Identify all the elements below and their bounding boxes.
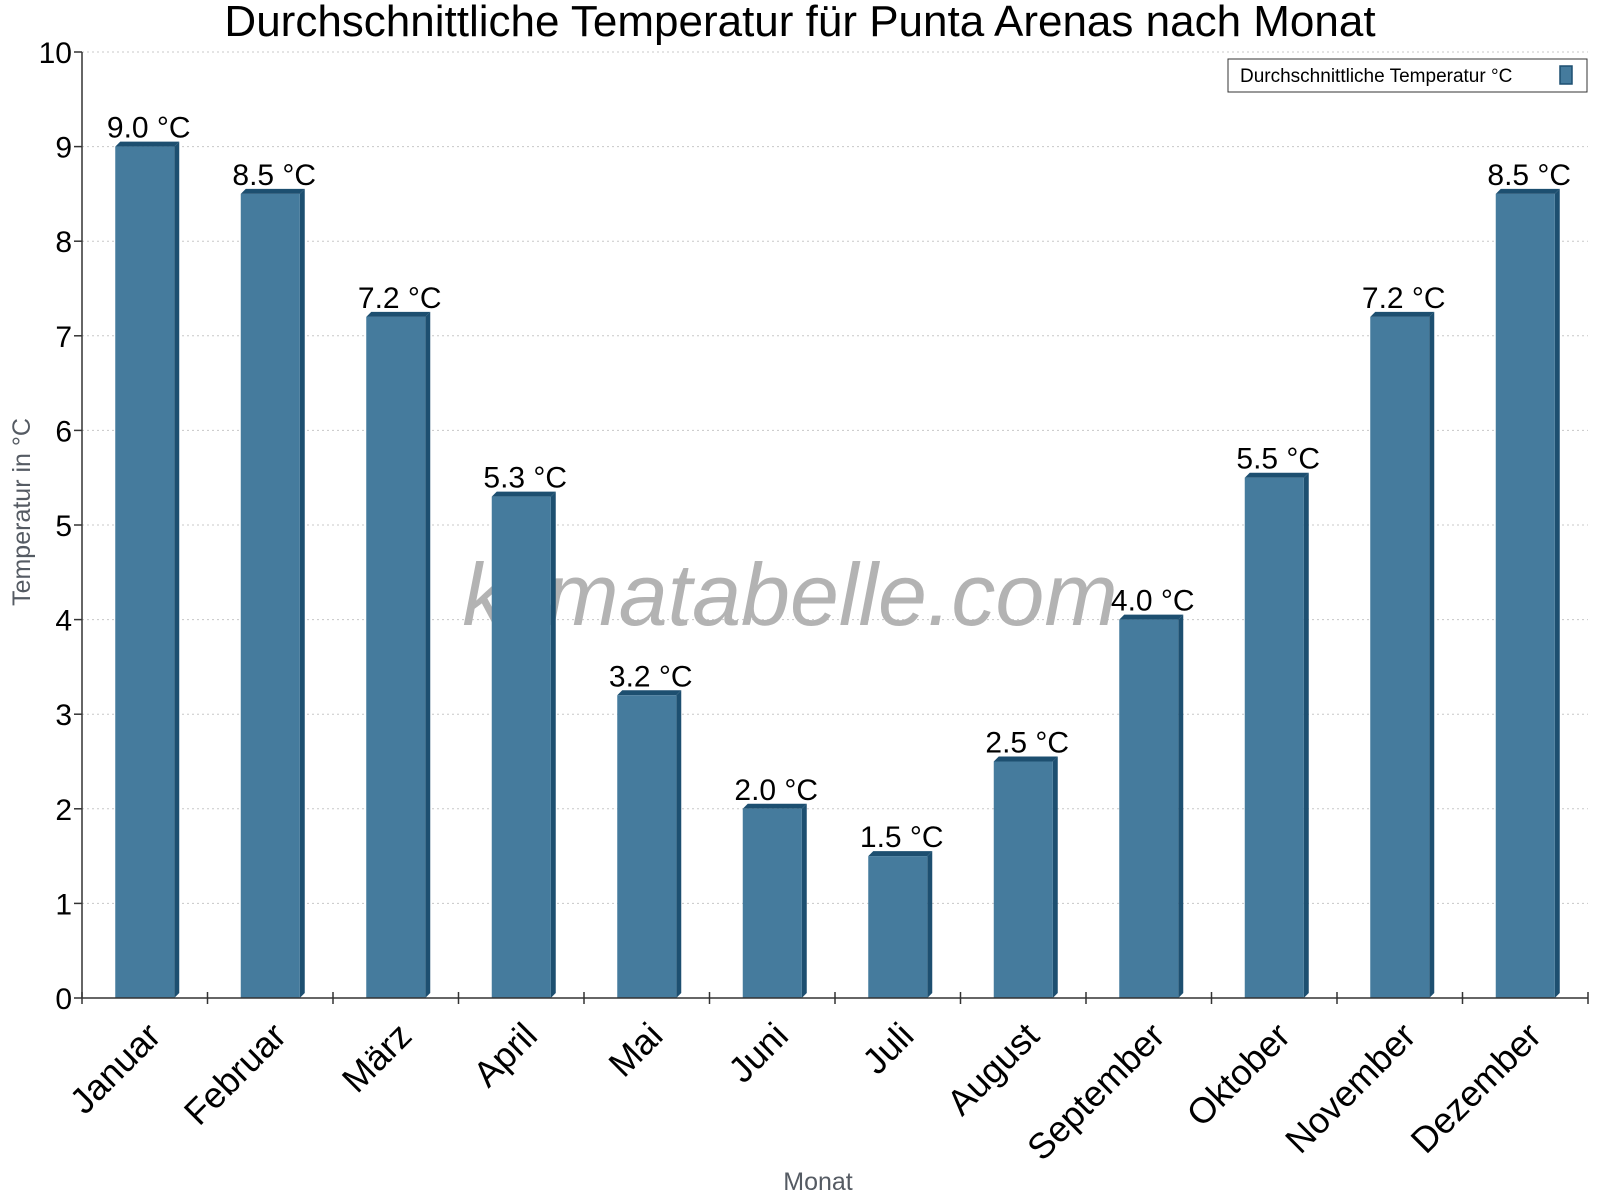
bar-top bbox=[1119, 614, 1184, 620]
bar-value-label: 4.0 °C bbox=[1111, 585, 1195, 618]
bar-face bbox=[868, 856, 928, 998]
bar-side bbox=[1303, 472, 1309, 998]
bar-value-label: 5.3 °C bbox=[483, 462, 567, 495]
bar-februar bbox=[240, 188, 305, 998]
bar-face bbox=[1244, 477, 1304, 998]
bar-value-labels: 9.0 °C 8.5 °C 7.2 °C 5.3 °C 3.2 °C 2.0 °C 1.5 … bbox=[107, 112, 1571, 854]
bar-oktober bbox=[1244, 472, 1309, 998]
bar-value-label: 1.5 °C bbox=[860, 821, 944, 854]
bar-face bbox=[617, 695, 677, 998]
bar-top bbox=[491, 491, 556, 497]
y-axis-ticks: 0 1 2 3 4 5 6 7 8 9 10 bbox=[39, 37, 82, 1016]
bar-september bbox=[1119, 614, 1184, 998]
bar-top bbox=[993, 756, 1058, 762]
y-tick-label: 2 bbox=[55, 794, 72, 827]
bar-face bbox=[491, 496, 551, 998]
legend-entry-label: Durchschnittliche Temperatur °C bbox=[1240, 66, 1512, 87]
x-axis-label: Monat bbox=[783, 1168, 853, 1196]
bar-top bbox=[240, 188, 305, 194]
y-tick-label: 3 bbox=[55, 699, 72, 732]
bar-top bbox=[1370, 311, 1435, 317]
bar-side bbox=[1554, 188, 1560, 998]
bar-side bbox=[676, 690, 682, 998]
bar-top bbox=[868, 851, 933, 857]
watermark: klimatabelle.com bbox=[462, 545, 1117, 644]
x-tick-label: Juni bbox=[720, 1015, 796, 1091]
bar-side bbox=[1052, 756, 1058, 998]
x-tick-label: November bbox=[1277, 1015, 1423, 1161]
y-tick-label: 8 bbox=[55, 226, 72, 259]
bar-juli bbox=[868, 851, 933, 998]
x-tick-label: März bbox=[334, 1015, 420, 1101]
x-tick-label: April bbox=[465, 1015, 545, 1095]
gridlines bbox=[82, 51, 1588, 904]
bar-value-label: 5.5 °C bbox=[1236, 443, 1320, 476]
bar-top bbox=[1244, 472, 1309, 478]
x-tick-label: Januar bbox=[62, 1015, 169, 1122]
bar-side bbox=[1178, 614, 1184, 998]
bar-top bbox=[115, 141, 180, 147]
x-tick-label: Dezember bbox=[1402, 1015, 1548, 1161]
bar-side bbox=[174, 141, 180, 999]
bar-value-label: 8.5 °C bbox=[232, 159, 316, 192]
bar-face bbox=[1119, 619, 1179, 998]
bar-face bbox=[1495, 193, 1555, 998]
x-axis-ticks: Januar Februar März April Mai Juni Juli AugustS… bbox=[62, 992, 1589, 1169]
bar-side bbox=[299, 188, 305, 998]
bar-value-label: 2.0 °C bbox=[734, 774, 818, 807]
y-tick-label: 5 bbox=[55, 510, 72, 543]
bar-value-label: 9.0 °C bbox=[107, 112, 191, 145]
y-tick-label: 6 bbox=[55, 415, 72, 448]
bar-august bbox=[993, 756, 1058, 998]
bar-face bbox=[1370, 316, 1430, 998]
bar-top bbox=[617, 690, 682, 696]
legend: Durchschnittliche Temperatur °C bbox=[1227, 58, 1588, 93]
bar-märz bbox=[366, 311, 431, 998]
bar-face bbox=[993, 761, 1053, 998]
bars bbox=[115, 141, 1560, 999]
bar-face bbox=[742, 808, 802, 998]
y-tick-label: 9 bbox=[55, 132, 72, 165]
bar-top bbox=[1495, 188, 1560, 194]
chart-title: Durchschnittliche Temperatur für Punta A… bbox=[224, 0, 1375, 46]
x-tick-label: August bbox=[939, 1015, 1047, 1123]
bar-value-label: 2.5 °C bbox=[985, 727, 1069, 760]
x-tick-label: Februar bbox=[176, 1015, 294, 1133]
bar-value-label: 7.2 °C bbox=[358, 282, 442, 315]
bar-top bbox=[742, 803, 807, 809]
bar-dezember bbox=[1495, 188, 1560, 998]
bar-juni bbox=[742, 803, 807, 998]
y-tick-label: 7 bbox=[55, 321, 72, 354]
x-tick-label: September bbox=[1019, 1015, 1173, 1169]
bar-side bbox=[927, 851, 933, 998]
legend-box bbox=[1227, 58, 1588, 93]
bar-november bbox=[1370, 311, 1435, 998]
bar-top bbox=[366, 311, 431, 317]
legend-swatch bbox=[1559, 65, 1573, 85]
bar-side bbox=[801, 803, 807, 998]
y-axis-label: Temperatur in °C bbox=[8, 418, 36, 606]
bar-side bbox=[425, 311, 431, 998]
bar-value-label: 3.2 °C bbox=[609, 660, 693, 693]
bar-face bbox=[240, 193, 300, 998]
y-tick-label: 4 bbox=[55, 605, 72, 638]
x-tick-label: Mai bbox=[600, 1015, 670, 1085]
bar-mai bbox=[617, 690, 682, 998]
y-tick-label: 1 bbox=[55, 888, 72, 921]
y-tick-label: 10 bbox=[39, 37, 72, 70]
bar-face bbox=[115, 146, 175, 999]
bar-value-label: 7.2 °C bbox=[1362, 282, 1446, 315]
bar-april bbox=[491, 491, 556, 998]
bar-side bbox=[550, 491, 556, 998]
bar-januar bbox=[115, 141, 180, 999]
bar-face bbox=[366, 316, 426, 998]
bar-side bbox=[1429, 311, 1435, 998]
bar-value-label: 8.5 °C bbox=[1487, 159, 1571, 192]
y-tick-label: 0 bbox=[55, 983, 72, 1016]
x-tick-label: Oktober bbox=[1178, 1015, 1298, 1135]
x-tick-label: Juli bbox=[854, 1015, 921, 1082]
